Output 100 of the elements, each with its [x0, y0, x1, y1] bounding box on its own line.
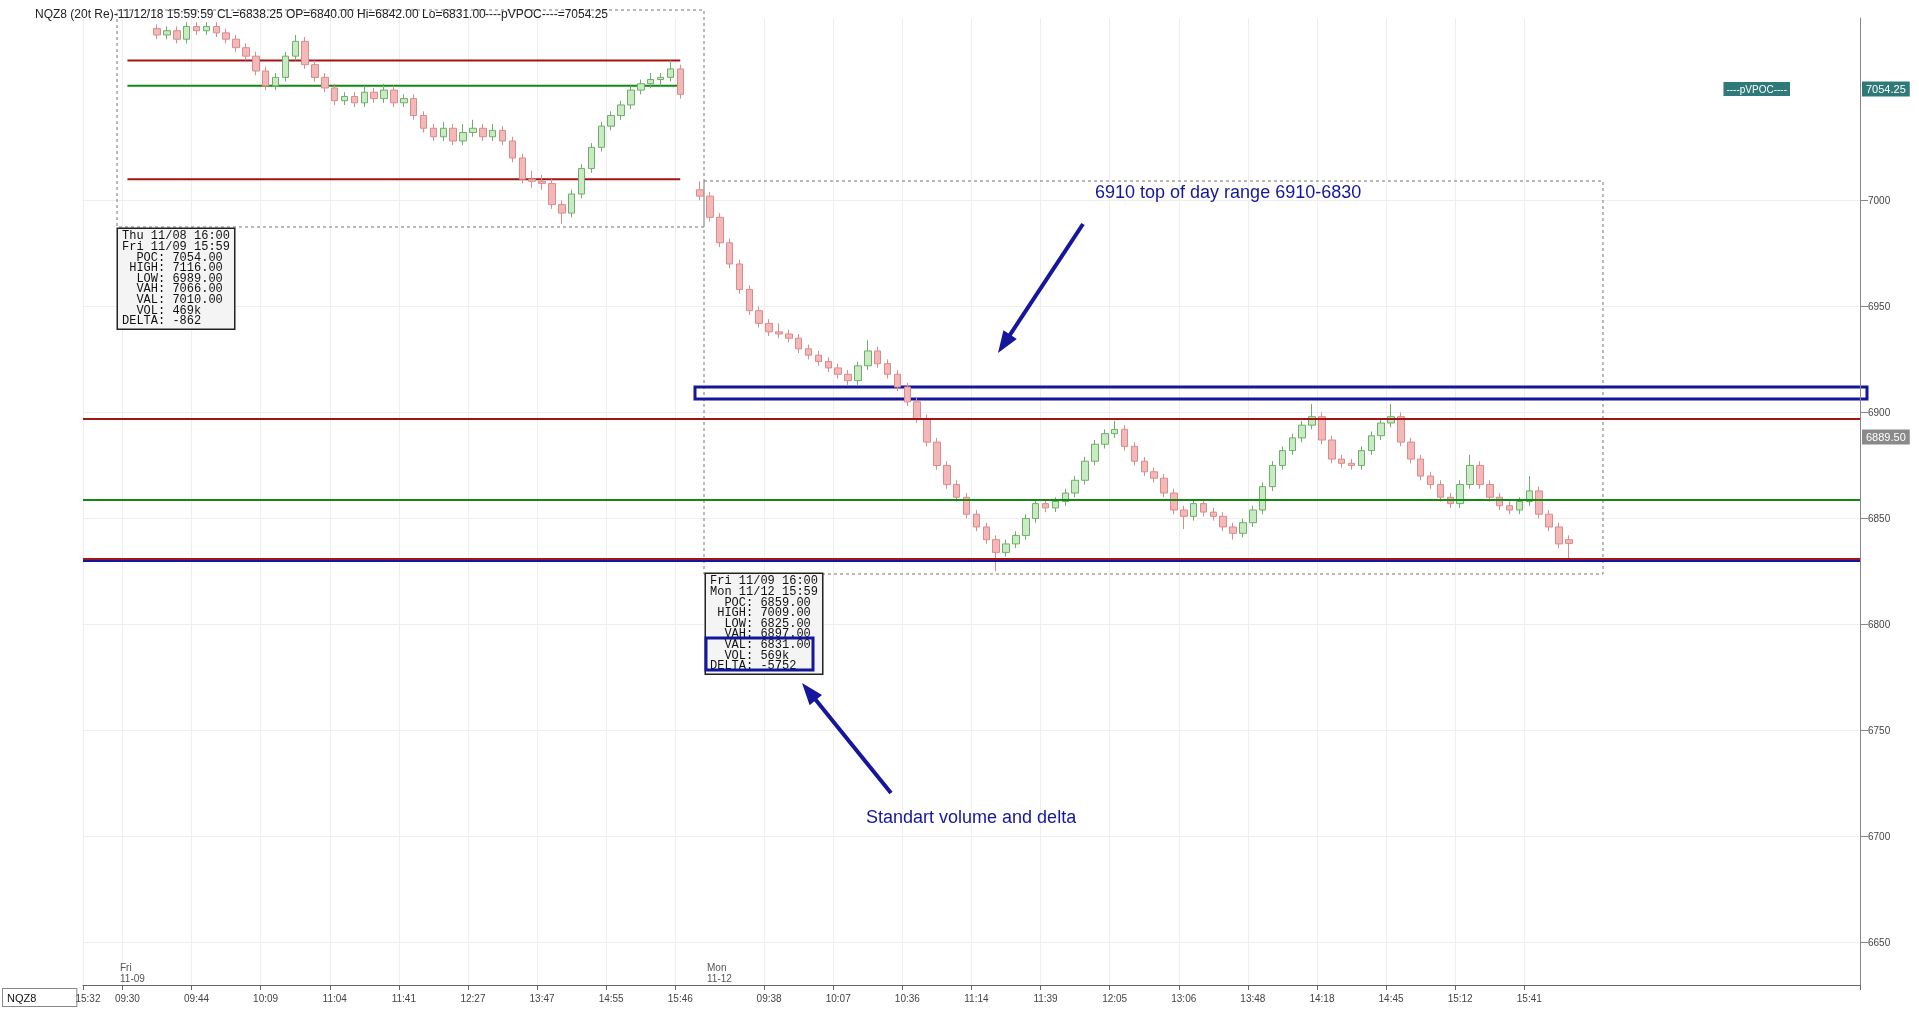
candlestick	[193, 21, 200, 36]
x-tick-label: 11:14	[964, 992, 990, 1004]
candlestick	[815, 350, 822, 367]
candlestick	[558, 199, 566, 225]
candlestick	[992, 534, 1000, 572]
candlestick	[410, 93, 417, 121]
candlestick	[321, 72, 329, 93]
x-tick-label: 12:05	[1102, 992, 1128, 1004]
candlestick	[262, 66, 269, 91]
candlestick	[479, 123, 487, 142]
candlestick	[933, 437, 941, 471]
candlestick	[943, 460, 951, 490]
candlestick	[449, 123, 457, 146]
candlestick	[213, 21, 220, 38]
candlestick	[203, 21, 210, 36]
candlestick	[341, 91, 348, 106]
candlestick	[1081, 456, 1089, 486]
candlestick	[1338, 454, 1345, 469]
x-tick-label: 10:07	[825, 992, 852, 1004]
text: 6889.50	[1866, 431, 1906, 443]
candlestick	[1279, 445, 1286, 471]
candlestick	[1229, 522, 1237, 541]
y-tick-label: 6650	[1868, 937, 1891, 949]
annotation: ----pVPOC----	[1726, 83, 1787, 95]
chart-title: NQZ8 (20t Re)-11/12/18 15:59:59 CL=6838.25 OP=6840.00 Hi=6842.00 Lo=6831.00	[35, 7, 487, 21]
candlestick	[913, 397, 921, 424]
candlestick	[716, 212, 724, 248]
candlestick	[509, 136, 516, 163]
candlestick	[1052, 496, 1059, 513]
x-tick-label: 15:41	[1516, 992, 1543, 1004]
x-tick-label: 13:06	[1171, 992, 1197, 1004]
candlestick	[1091, 439, 1099, 466]
x-tick-label: 13:47	[529, 992, 556, 1004]
candlestick	[904, 382, 911, 407]
candlestick	[400, 93, 408, 108]
candlestick	[222, 28, 230, 44]
candlestick	[528, 170, 536, 189]
text: Fri 11/09 16:00 Mon 11/12 15:59 POC: 6859.00 HIGH: 7009.00 LOW: 6825.00 VAH: 6897.00 VAL: 6831.00 VOL: 569k DELTA: -5752	[710, 574, 819, 674]
candlestick	[1239, 517, 1247, 539]
x-tick-label: 13:48	[1240, 992, 1266, 1004]
candlestick	[173, 25, 181, 44]
candlestick	[242, 42, 250, 61]
text: Thu 11/08 16:00 Fri 11/09 15:59 POC: 7054.00 HIGH: 7116.00 LOW: 6989.00 VAH: 7066.00 VAL: 7010.00 VOL: 469k DELTA: -862	[122, 229, 231, 329]
candlestick	[1506, 501, 1513, 515]
candlestick	[1298, 420, 1306, 443]
candlestick	[430, 123, 437, 142]
candlestick	[765, 318, 773, 337]
candlestick	[252, 51, 260, 76]
candlestick	[1456, 479, 1464, 509]
candlestick	[755, 305, 763, 329]
candlestick	[311, 59, 319, 83]
x-tick-label: 15:12	[1447, 992, 1474, 1004]
candlestick	[1407, 437, 1415, 464]
candlestick	[1269, 460, 1276, 492]
candlestick	[489, 123, 496, 142]
candlestick	[973, 509, 980, 532]
candlestick	[1032, 498, 1039, 524]
candlestick	[617, 100, 625, 121]
x-tick-label: 09:30	[114, 992, 141, 1004]
candlestick	[1466, 454, 1474, 490]
candlestick	[953, 479, 960, 502]
candlestick	[301, 36, 309, 70]
candlestick	[1071, 475, 1079, 498]
y-tick-label: 6700	[1868, 831, 1891, 843]
candlestick	[272, 72, 279, 91]
candlestick	[1200, 498, 1207, 517]
candlestick	[499, 125, 506, 146]
candlestick	[736, 259, 743, 295]
candlestick	[983, 522, 990, 545]
candlestick	[1368, 431, 1375, 456]
x-tick-label: 15:32	[75, 992, 101, 1004]
candlestick	[459, 123, 467, 146]
x-tick-label: 14:55	[598, 992, 625, 1004]
candlestick	[282, 51, 289, 83]
y-tick-label: 7000	[1868, 194, 1891, 206]
candlestick	[1210, 507, 1217, 522]
candlestick	[1259, 481, 1266, 515]
candlestick	[1249, 505, 1257, 528]
candlestick	[1160, 473, 1168, 498]
candlestick	[568, 189, 575, 218]
candlestick	[331, 83, 338, 106]
candlestick	[1219, 511, 1227, 532]
candlestick	[519, 153, 526, 184]
x-tick-label: 10:36	[894, 992, 921, 1004]
candlestick	[1180, 505, 1188, 530]
candlestick	[1377, 418, 1385, 441]
text: 7054.25	[1866, 83, 1906, 95]
candlestick	[677, 64, 684, 100]
candlestick	[548, 178, 556, 210]
candlestick	[1042, 498, 1049, 513]
candlestick	[1141, 456, 1148, 477]
x-tick-label: 10:09	[253, 992, 279, 1004]
candlestick	[1328, 435, 1336, 464]
candlestick	[292, 34, 299, 61]
chart-subtitle: ----pVPOC----=7054.25	[485, 7, 609, 21]
candlestick	[538, 174, 546, 191]
candlestick	[1358, 445, 1365, 471]
candlestick	[637, 79, 645, 95]
candlestick	[390, 85, 398, 108]
candlestick	[894, 369, 901, 392]
